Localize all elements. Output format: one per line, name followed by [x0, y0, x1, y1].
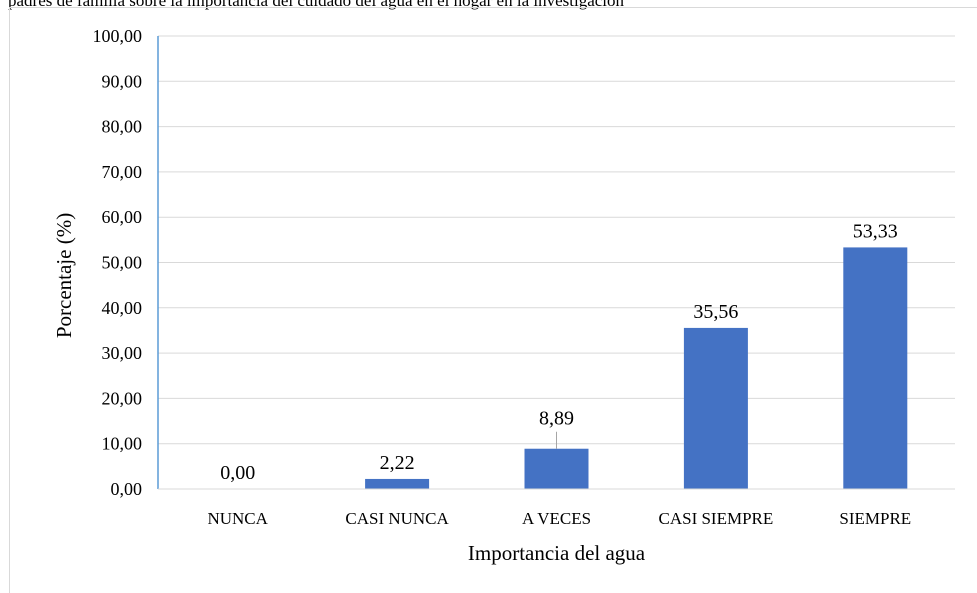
- y-tick-label: 20,00: [102, 388, 143, 408]
- bar-value-label: 8,89: [539, 408, 574, 430]
- x-axis-title: Importancia del agua: [468, 541, 646, 565]
- x-tick-label: NUNCA: [207, 509, 268, 528]
- y-tick-label: 60,00: [102, 207, 143, 227]
- labels: 0,00 10,00 20,00 30,00 40,00 50,00 60,00 70,00 8…: [52, 26, 911, 565]
- x-tick-label: A VECES: [522, 509, 591, 528]
- y-tick-label: 30,00: [102, 343, 143, 363]
- y-tick-label: 0,00: [111, 479, 143, 499]
- bar-value-label: 35,56: [693, 301, 738, 323]
- bar: [683, 327, 748, 489]
- y-tick-label: 90,00: [102, 71, 143, 91]
- y-axis-title: Porcentaje (%): [52, 213, 76, 338]
- bar-value-label: 2,22: [380, 452, 415, 474]
- bar: [843, 247, 908, 489]
- y-tick-label: 100,00: [93, 26, 143, 46]
- bar: [524, 448, 589, 489]
- y-tick-label: 10,00: [102, 434, 143, 454]
- bar-value-label: 53,33: [853, 220, 898, 242]
- y-tick-label: 50,00: [102, 253, 143, 273]
- y-tick-label: 70,00: [102, 162, 143, 182]
- chart-frame-left: [9, 7, 10, 593]
- x-tick-label: CASI NUNCA: [345, 509, 449, 528]
- axes: [157, 36, 955, 490]
- chart-frame-top: [9, 7, 977, 8]
- bars: [365, 247, 908, 489]
- bar: [365, 478, 430, 489]
- figure-caption: padres de familia sobre la importancia d…: [8, 0, 625, 10]
- y-tick-label: 80,00: [102, 117, 143, 137]
- x-tick-label: SIEMPRE: [839, 509, 911, 528]
- bar-value-label: 0,00: [220, 462, 255, 484]
- y-tick-label: 40,00: [102, 298, 143, 318]
- x-tick-label: CASI SIEMPRE: [659, 509, 774, 528]
